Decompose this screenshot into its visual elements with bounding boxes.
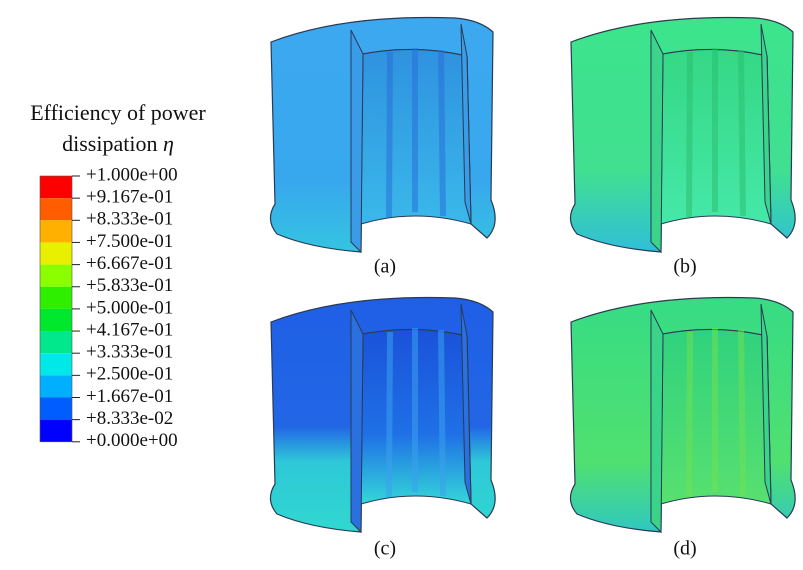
shell-render bbox=[270, 298, 495, 533]
panel-c bbox=[270, 298, 495, 533]
legend-symbol: η bbox=[163, 131, 174, 156]
panel-label: (b) bbox=[673, 256, 696, 278]
legend-title: dissipation η bbox=[62, 131, 174, 156]
color-swatch bbox=[40, 375, 72, 397]
level-label: +0.000e+00 bbox=[86, 430, 178, 451]
panel-a bbox=[270, 18, 495, 253]
panel-label: (d) bbox=[673, 538, 696, 560]
color-swatch bbox=[40, 420, 72, 442]
shell-render bbox=[270, 18, 495, 253]
color-swatch bbox=[40, 287, 72, 309]
panel-b bbox=[570, 18, 795, 253]
level-label: +1.667e-01 bbox=[86, 386, 173, 407]
legend-title: dissipation bbox=[62, 131, 157, 156]
level-label: +4.167e-01 bbox=[86, 319, 173, 340]
color-swatch bbox=[40, 353, 72, 375]
panel-label: (a) bbox=[374, 256, 396, 278]
level-label: +8.333e-02 bbox=[86, 408, 173, 429]
level-label: +1.000e+00 bbox=[86, 164, 178, 185]
level-label: +6.667e-01 bbox=[86, 253, 173, 274]
color-swatch bbox=[40, 331, 72, 353]
level-label: +7.500e-01 bbox=[86, 231, 173, 252]
figure: Efficiency of power dissipation η +1.000… bbox=[0, 0, 803, 570]
level-label: +9.167e-01 bbox=[86, 187, 173, 208]
color-swatch bbox=[40, 265, 72, 287]
shell-render bbox=[570, 298, 795, 533]
color-swatch bbox=[40, 198, 72, 220]
level-label: +5.000e-01 bbox=[86, 297, 173, 318]
color-bar: +1.000e+00+9.167e-01+8.333e-01+7.500e-01… bbox=[40, 164, 178, 451]
color-swatch bbox=[40, 398, 72, 420]
color-swatch bbox=[40, 309, 72, 331]
color-swatch bbox=[40, 220, 72, 242]
shell-render bbox=[570, 18, 795, 253]
level-label: +8.333e-01 bbox=[86, 209, 173, 230]
panel-d bbox=[570, 298, 795, 533]
level-label: +2.500e-01 bbox=[86, 364, 173, 385]
level-label: +5.833e-01 bbox=[86, 275, 173, 296]
panel-label: (c) bbox=[374, 538, 396, 560]
color-swatch bbox=[40, 242, 72, 264]
legend-title: Efficiency of power bbox=[30, 100, 206, 125]
level-label: +3.333e-01 bbox=[86, 342, 173, 363]
color-swatch bbox=[40, 176, 72, 198]
legend: Efficiency of power dissipation η +1.000… bbox=[30, 100, 206, 451]
